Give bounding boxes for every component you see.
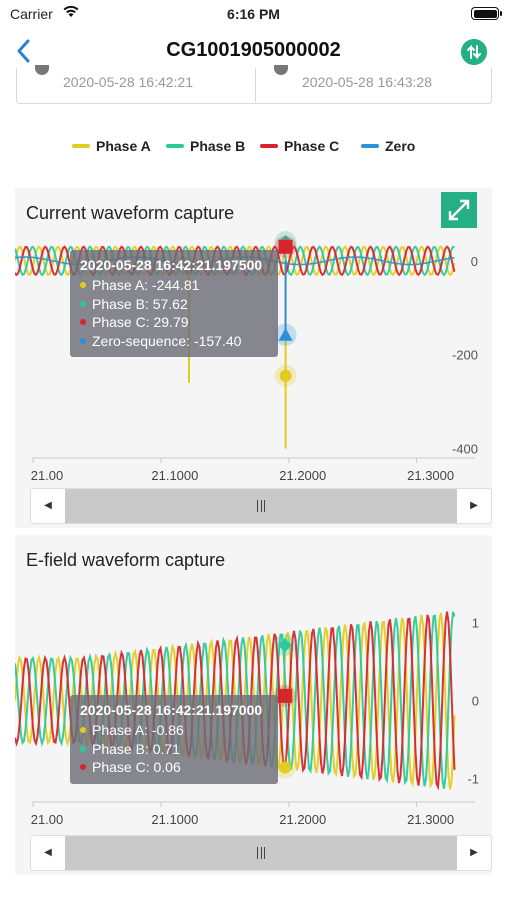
scroll-right-icon[interactable]: ▶ [470,500,478,511]
current-zoom-slider[interactable]: ◀ ▶ [30,488,492,524]
x-tick-label: 21.2000 [279,468,326,483]
back-chevron-icon[interactable] [10,36,40,66]
page-title: CG1001905000002 [166,39,341,61]
scroll-left-icon[interactable]: ◀ [44,500,52,511]
panel-title: E-field waveform capture [26,550,226,570]
marker-zero [278,327,293,341]
date-range-picker: 2020-05-28 16:42:21 2020-05-28 16:43:28 [16,65,493,104]
scroll-left-icon[interactable]: ◀ [44,847,52,858]
slider-track[interactable] [65,489,457,523]
x-tick-label: 21.2000 [279,812,326,827]
legend-item-phase-a[interactable]: Phase A [72,138,151,154]
tooltip-row: Phase B: 0.71 [92,740,180,757]
status-bar: Carrier 6:16 PM [0,0,507,30]
clock: 6:16 PM [227,6,280,22]
tooltip-row: Phase C: 0.06 [92,759,181,776]
slider-grip-icon[interactable] [257,500,265,512]
start-date-field[interactable]: 2020-05-28 16:42:21 [17,65,255,102]
panel-title: Current waveform capture [26,203,235,223]
marker-phase-a [278,761,291,774]
battery-icon [471,7,502,20]
legend-swatch [361,144,379,148]
y-tick-label: -200 [452,348,478,363]
expand-icon[interactable] [441,192,477,228]
efield-waveform-panel: E-field waveform capture 21.00 21.1000 21.… [15,535,492,875]
x-tick-label: 21.1000 [151,468,198,483]
clock-icon [35,65,49,75]
legend-swatch [260,144,278,148]
y-tick-label: 0 [472,694,479,709]
efield-zoom-slider[interactable]: ◀ ▶ [30,835,492,871]
scroll-right-icon[interactable]: ▶ [470,847,478,858]
tooltip-row: Phase C: 29.79 [92,314,189,331]
x-tick-label: 21.3000 [407,812,454,827]
legend-label: Zero [385,138,416,154]
current-tooltip: 2020-05-28 16:42:21.197500 Phase A: -244… [70,250,278,357]
y-tick-label: -1 [467,772,479,787]
tooltip-row: Phase B: 57.62 [92,295,188,312]
marker-phase-a [279,369,292,382]
slider-grip-icon[interactable] [257,847,265,859]
end-date-value: 2020-05-28 16:43:28 [302,74,432,90]
tooltip-row: Zero-sequence: -157.40 [92,332,242,349]
x-tick-label: 21.00 [31,812,64,827]
legend-swatch [72,144,90,148]
tooltip-row: Phase A: -0.86 [92,722,184,739]
start-date-value: 2020-05-28 16:42:21 [63,74,193,90]
x-tick-label: 21.3000 [407,468,454,483]
clock-icon [274,65,288,75]
legend-label: Phase C [284,138,340,154]
legend-swatch [166,144,184,148]
wifi-icon [63,5,79,17]
y-tick-label: -400 [452,442,478,457]
x-tick-label: 21.1000 [151,812,198,827]
marker-phase-c [277,688,292,703]
legend-item-phase-b[interactable]: Phase B [166,138,245,154]
x-tick-label: 21.00 [31,468,64,483]
legend-item-phase-c[interactable]: Phase C [260,138,339,154]
current-waveform-panel: Current waveform capture 21.00 21.1000 21.… [15,188,492,528]
marker-phase-c [278,239,293,254]
tooltip-row: Phase A: -244.81 [92,277,200,294]
legend-label: Phase B [190,138,246,154]
y-tick-label: 1 [472,615,479,630]
nav-bar: CG1001905000002 [0,30,507,74]
efield-tooltip: 2020-05-28 16:42:21.197000 Phase A: -0.8… [70,695,278,784]
slider-track[interactable] [65,836,457,870]
legend-item-zero[interactable]: Zero [361,138,415,154]
carrier-label: Carrier [10,6,53,22]
marker-phase-b [277,638,292,653]
tooltip-title: 2020-05-28 16:42:21.197500 [80,257,263,273]
swap-icon[interactable] [461,39,487,65]
legend-label: Phase A [96,138,151,154]
chart-legend: Phase A Phase B Phase C Zero [0,138,507,158]
y-tick-label: 0 [471,254,478,269]
end-date-field[interactable]: 2020-05-28 16:43:28 [255,65,493,102]
tooltip-title: 2020-05-28 16:42:21.197000 [80,702,263,718]
